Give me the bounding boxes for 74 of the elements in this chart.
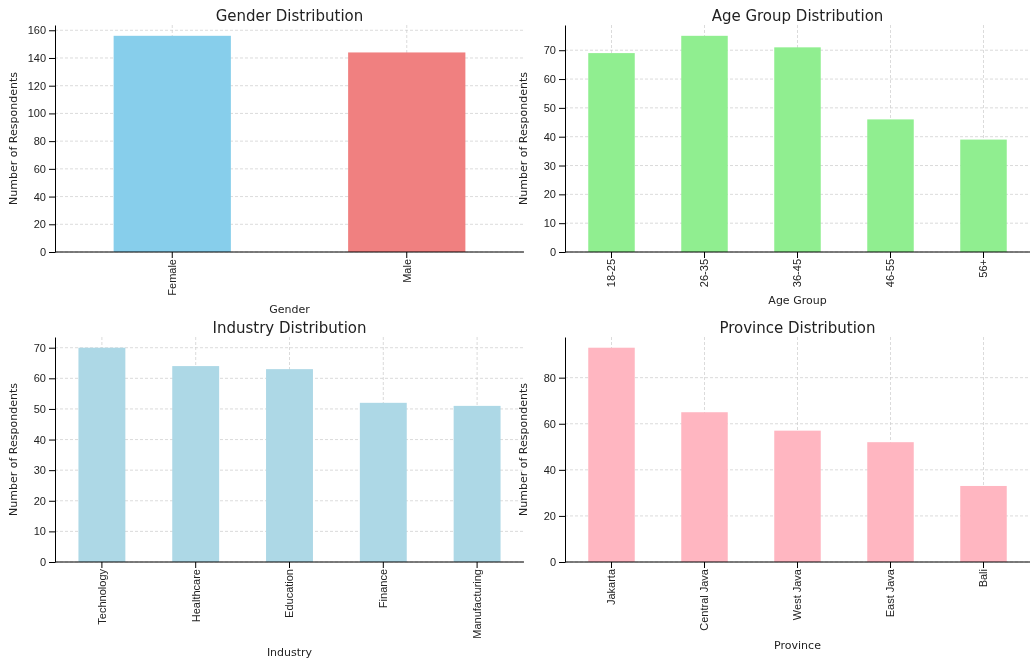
bar — [867, 442, 914, 562]
chart-title: Age Group Distribution — [711, 7, 884, 25]
bar — [681, 35, 728, 252]
y-tick-label: 20 — [543, 188, 556, 201]
y-tick-label: 80 — [33, 135, 46, 148]
y-tick-label: 20 — [33, 218, 46, 231]
x-axis-title: Gender — [269, 302, 311, 316]
y-tick-label: 0 — [549, 246, 556, 259]
x-axis-title: Age Group — [768, 294, 827, 308]
y-tick-label: 40 — [543, 463, 556, 476]
x-tick-label: Male — [400, 259, 413, 283]
y-tick-label: 80 — [543, 371, 556, 384]
bar — [78, 347, 126, 562]
y-tick-label: 60 — [543, 73, 556, 86]
y-tick-label: 10 — [33, 525, 46, 538]
y-tick-label: 70 — [543, 44, 556, 57]
x-tick-label: Education — [283, 569, 296, 618]
x-tick-label: 18-25 — [605, 259, 618, 288]
bar — [588, 53, 635, 252]
y-tick-label: 0 — [39, 246, 46, 259]
y-tick-label: 20 — [543, 509, 556, 522]
bar — [960, 485, 1007, 562]
bar — [681, 412, 728, 562]
x-tick-label: 56+ — [977, 259, 990, 278]
y-tick-label: 40 — [33, 190, 46, 203]
x-tick-label: Healthcare — [189, 569, 202, 623]
y-tick-label: 60 — [33, 372, 46, 385]
chart-title: Province Distribution — [719, 319, 876, 337]
y-tick-label: 20 — [33, 494, 46, 507]
bar — [453, 405, 501, 562]
y-tick-label: 0 — [39, 556, 46, 569]
y-tick-label: 40 — [33, 433, 46, 446]
y-tick-label: 50 — [543, 101, 556, 114]
y-axis-title: Number of Respondents — [7, 71, 20, 205]
y-tick-label: 160 — [27, 24, 46, 37]
y-axis-title: Number of Respondents — [7, 382, 20, 516]
bar — [867, 119, 914, 252]
y-tick-label: 40 — [543, 130, 556, 143]
x-tick-label: Manufacturing — [470, 569, 483, 639]
x-tick-label: Female — [166, 259, 179, 296]
x-tick-label: 36-45 — [791, 259, 804, 288]
y-tick-label: 50 — [33, 402, 46, 415]
bar — [359, 402, 407, 562]
y-tick-label: 60 — [33, 162, 46, 175]
bar — [960, 139, 1007, 252]
x-tick-label: West Java — [791, 568, 804, 621]
y-tick-label: 30 — [543, 159, 556, 172]
x-tick-label: 46-55 — [884, 259, 897, 288]
x-tick-label: Technology — [95, 568, 108, 625]
bar — [172, 366, 220, 562]
chart-title: Industry Distribution — [212, 319, 367, 337]
y-tick-label: 100 — [27, 107, 46, 120]
x-tick-label: 26-35 — [698, 259, 711, 288]
y-tick-label: 60 — [543, 417, 556, 430]
y-axis-title: Number of Respondents — [517, 382, 530, 516]
x-tick-label: Central Java — [698, 568, 711, 631]
y-tick-label: 10 — [543, 217, 556, 230]
chart-title: Gender Distribution — [215, 7, 364, 25]
x-axis-title: Industry — [266, 645, 313, 659]
bar — [588, 347, 635, 562]
y-axis-title: Number of Respondents — [517, 71, 530, 205]
x-axis-title: Province — [774, 638, 822, 652]
y-tick-label: 30 — [33, 464, 46, 477]
y-tick-label: 120 — [27, 79, 46, 92]
bar — [774, 47, 821, 252]
x-tick-label: Jakarta — [605, 568, 618, 606]
bar — [774, 430, 821, 562]
x-tick-label: Bali — [977, 569, 990, 588]
y-tick-label: 70 — [33, 341, 46, 354]
bar — [266, 369, 313, 562]
x-tick-label: East Java — [884, 568, 897, 618]
y-tick-label: 0 — [549, 556, 556, 569]
x-tick-label: Finance — [377, 569, 390, 609]
y-tick-label: 140 — [27, 52, 46, 64]
